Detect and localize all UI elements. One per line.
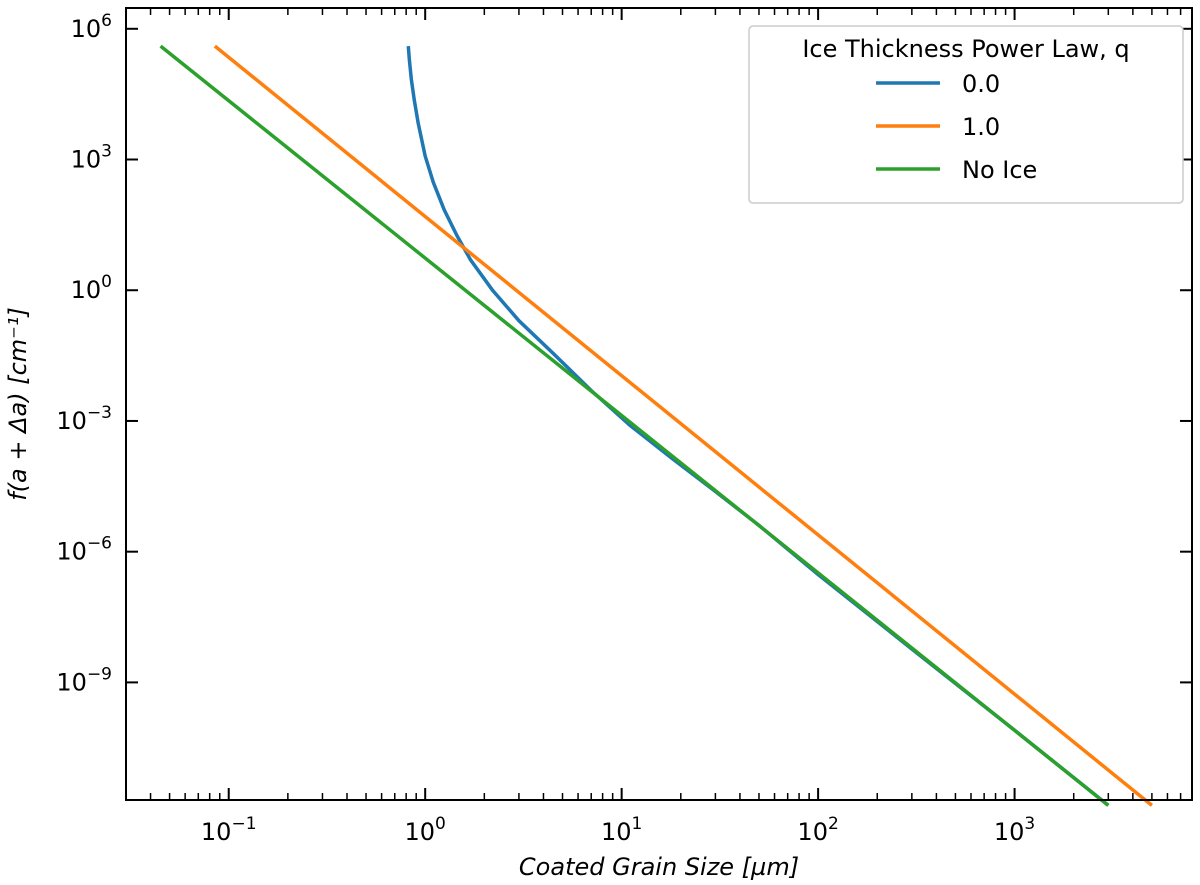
legend-label: No Ice [962, 156, 1037, 184]
legend: Ice Thickness Power Law, q 0.0 1.0 No Ice [748, 25, 1184, 204]
plot-frame [125, 7, 1193, 801]
x-tick-label: 10−1 [201, 814, 257, 846]
plot-lines [159, 44, 1154, 807]
x-tick-label: 100 [405, 814, 446, 846]
legend-title: Ice Thickness Power Law, q [802, 35, 1129, 63]
legend-entries: 0.0 1.0 No Ice [876, 70, 1037, 184]
y-tick-label: 100 [71, 272, 112, 304]
y-tick-label: 106 [71, 11, 112, 43]
legend-label: 1.0 [962, 113, 1000, 141]
y-tick-label: 10−9 [56, 664, 112, 696]
x-axis-label: Coated Grain Size [µm] [519, 853, 799, 881]
x-tick-label: 102 [797, 814, 838, 846]
series-line [159, 44, 1110, 807]
y-axis-label: f(a + Δa) [cm⁻¹] [4, 307, 32, 501]
x-tick-label: 101 [601, 814, 642, 846]
y-tick-label: 103 [71, 142, 112, 174]
y-tick-label: 10−6 [56, 534, 112, 566]
x-tick-label: 103 [994, 814, 1035, 846]
legend-box [748, 25, 1184, 204]
y-tick-label: 10−3 [56, 403, 112, 435]
series-line [213, 44, 1154, 807]
tick-labels: 10−1 100 101 102 103 106 103 100 10−3 10−6 10−9 [56, 11, 1035, 846]
legend-label: 0.0 [962, 70, 1000, 98]
